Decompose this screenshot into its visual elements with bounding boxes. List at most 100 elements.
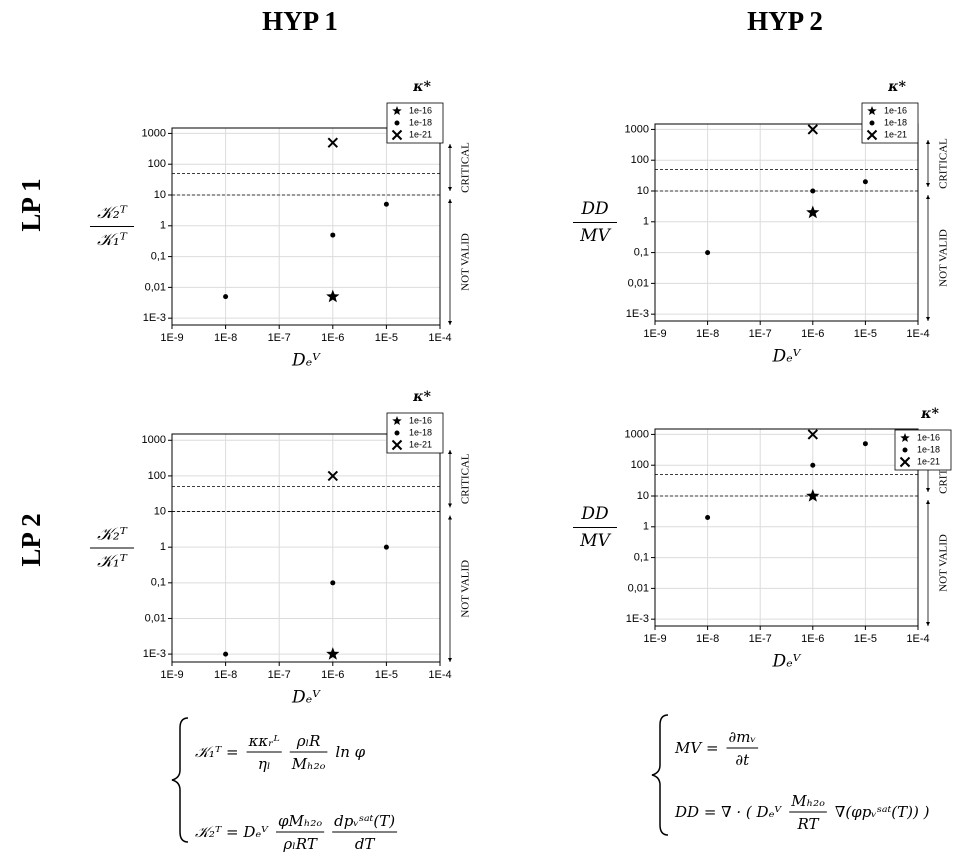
cross-stroke	[327, 137, 339, 148]
point	[862, 179, 868, 185]
y-tick-label: 0,01	[628, 277, 649, 289]
arrow-head	[448, 450, 452, 454]
equation-text: 𝒦₁ᵀ =	[195, 743, 239, 761]
cross-stroke	[807, 124, 819, 135]
x-tick-label: 1E-7	[268, 332, 291, 344]
point	[330, 232, 336, 238]
x-tick-label: 1E-7	[749, 328, 772, 340]
x-axis-label: Dₑⱽ	[772, 652, 802, 672]
point	[807, 124, 819, 135]
y-tick-label: 0,01	[628, 582, 649, 594]
point	[383, 201, 389, 207]
x-tick-label: 1E-5	[375, 669, 398, 681]
y-label-denominator: 𝒦₁ᵀ	[97, 552, 128, 572]
x-axis-label: Dₑⱽ	[291, 351, 321, 371]
annotation: CRITICAL	[460, 142, 472, 193]
point	[330, 580, 336, 586]
y-tick-label: 10	[637, 490, 649, 502]
legend-marker	[866, 129, 878, 141]
y-tick-label: 1E-3	[626, 613, 649, 625]
annotation: CRITICAL	[460, 453, 472, 504]
y-label-denominator: MV	[579, 226, 611, 246]
arrow-head	[926, 195, 930, 200]
y-tick-label: 1E-3	[143, 648, 166, 660]
x-tick-label: 1E-7	[749, 633, 772, 645]
arrow-head	[926, 140, 930, 144]
legend-label: 1e-16	[884, 105, 907, 115]
legend-marker	[392, 416, 402, 426]
x-tick-label: 1E-5	[375, 332, 398, 344]
equation-numerator: κκᵣᴸ	[248, 732, 280, 750]
plot-frame	[171, 433, 441, 663]
brace	[651, 714, 669, 836]
equation-denominator: ηₗ	[258, 755, 271, 773]
column-header: HYP 1	[262, 6, 338, 36]
legend-label: 1e-18	[409, 427, 432, 437]
annotation: NOT VALID	[460, 233, 472, 291]
y-tick-label: 1	[643, 521, 649, 533]
equation-denominator: Mₕ₂ₒ	[291, 755, 326, 773]
legend-label: 1e-18	[884, 117, 907, 127]
arrow-head	[926, 488, 930, 493]
legend-label: 1e-16	[917, 432, 940, 442]
row-header: LP 2	[16, 513, 46, 566]
cross-stroke	[391, 439, 403, 451]
y-tick-label: 0,1	[151, 577, 166, 589]
y-tick-label: 10	[637, 185, 649, 197]
point	[327, 470, 339, 482]
legend-marker	[394, 120, 400, 126]
x-tick-label: 1E-8	[696, 328, 719, 340]
x-tick-label: 1E-6	[321, 332, 344, 344]
point	[383, 544, 389, 550]
legend-marker	[391, 129, 403, 141]
x-tick-label: 1E-4	[428, 669, 451, 681]
x-tick-label: 1E-4	[906, 633, 929, 645]
equation-numerator: φMₕ₂ₒ	[278, 812, 322, 830]
y-tick-label: 100	[148, 470, 166, 482]
x-tick-label: 1E-5	[854, 328, 877, 340]
equation-numerator: ρₗR	[296, 732, 321, 750]
x-tick-label: 1E-9	[643, 633, 666, 645]
annotation: NOT VALID	[460, 560, 472, 618]
legend-marker	[902, 447, 908, 453]
equation-text: 𝒦₂ᵀ = Dₑⱽ	[195, 823, 269, 841]
arrow-head	[926, 183, 930, 188]
arrow-head	[448, 187, 452, 192]
equation-numerator: dpᵥˢᵃᵗ(T)	[334, 812, 395, 830]
legend-label: 1e-21	[409, 439, 432, 449]
point	[223, 294, 229, 300]
equation-text: DD = ∇ · ( Dₑⱽ	[674, 803, 782, 821]
legend-label: 1e-21	[884, 129, 907, 139]
legend-marker	[867, 106, 877, 116]
legend-label: 1e-21	[409, 129, 432, 139]
y-tick-label: 100	[631, 459, 649, 471]
cross-stroke	[327, 470, 339, 482]
equation-numerator: Mₕ₂ₒ	[790, 792, 825, 810]
arrow-head	[448, 199, 452, 204]
y-tick-label: 0,1	[151, 250, 166, 262]
y-tick-label: 1	[160, 541, 166, 553]
y-tick-label: 0,1	[634, 551, 649, 563]
y-tick-label: 0,1	[634, 246, 649, 258]
y-tick-label: 1	[643, 216, 649, 228]
point	[810, 462, 816, 468]
arrow-head	[448, 144, 452, 148]
legend-label: 1e-16	[409, 415, 432, 425]
y-label-numerator: 𝒦₂ᵀ	[97, 525, 128, 545]
arrow-head	[448, 515, 452, 520]
y-tick-label: 0,01	[145, 612, 166, 624]
equation-denominator: ρₗRT	[282, 835, 317, 853]
equation-denominator: dT	[355, 835, 376, 853]
y-tick-label: 1000	[142, 127, 166, 139]
y-label-numerator: DD	[580, 199, 609, 219]
column-header: HYP 2	[747, 6, 823, 36]
cross-stroke	[899, 456, 911, 468]
equation-denominator: ∂t	[735, 751, 750, 769]
y-tick-label: 1	[160, 220, 166, 232]
cross-stroke	[866, 129, 878, 141]
legend-marker	[394, 430, 400, 436]
equation-numerator: ∂mᵥ	[729, 728, 757, 746]
point	[705, 250, 711, 256]
row-header: LP 1	[16, 178, 46, 231]
